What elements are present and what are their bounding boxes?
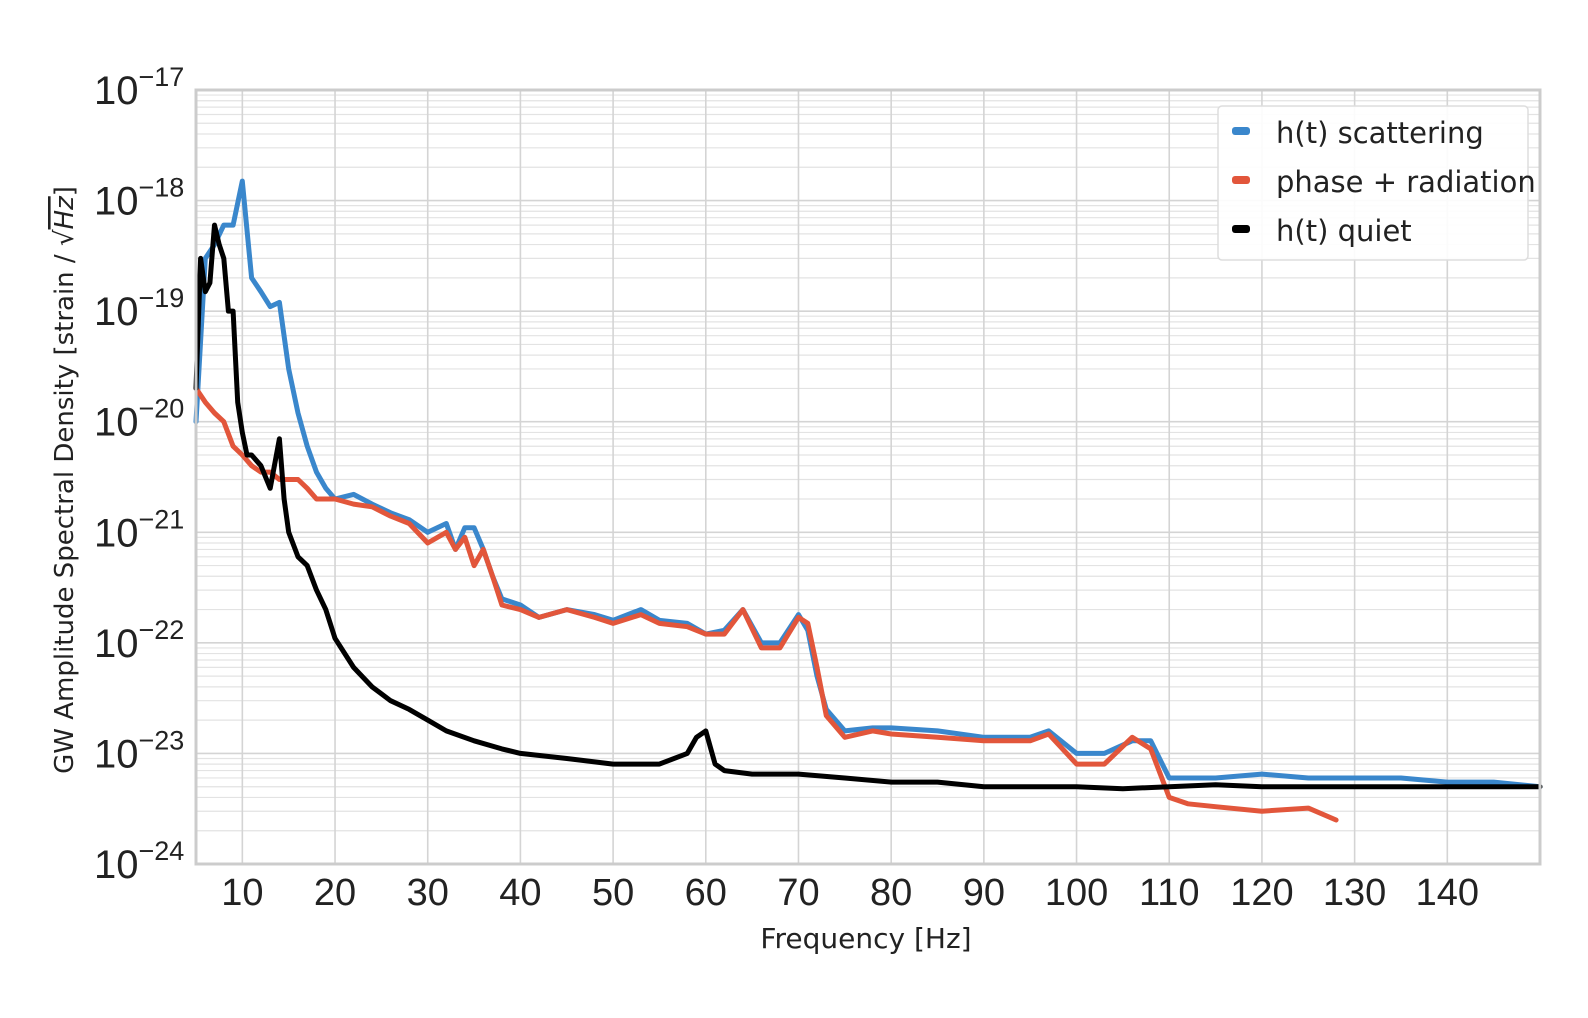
legend-swatch-scattering [1232, 127, 1250, 135]
x-tick-label: 20 [314, 872, 356, 914]
plot-frame [194, 88, 1542, 866]
x-tick-label: 70 [777, 872, 819, 914]
series-layer [193, 178, 1543, 823]
y-tick-label: 10−17 [94, 62, 184, 113]
y-axis-label-sqrt: √ [50, 229, 80, 246]
y-tick-label: 10−20 [94, 394, 184, 445]
legend-swatch-phase-radiation [1232, 176, 1250, 184]
legend-label-scattering: h(t) scattering [1276, 116, 1484, 150]
y-tick-labels: 10−17 10−18 10−19 10−20 10−21 10−22 10−23 10−24 [94, 62, 184, 887]
x-axis-label: Frequency [Hz] [760, 922, 971, 955]
series-line-h-t-quiet [193, 222, 1543, 792]
x-tick-label: 90 [963, 872, 1005, 914]
y-tick-label: 10−19 [94, 283, 184, 334]
y-tick-label: 10−21 [94, 504, 184, 555]
legend-box [1217, 105, 1529, 261]
x-tick-label: 40 [499, 872, 541, 914]
x-tick-label: 60 [685, 872, 727, 914]
y-axis-label-suffix: ] [50, 186, 80, 196]
x-tick-label: 110 [1139, 872, 1200, 914]
x-tick-label: 120 [1230, 872, 1293, 914]
legend-swatch-quiet [1232, 225, 1250, 233]
y-tick-label: 10−24 [94, 836, 184, 887]
x-tick-labels: 10 20 30 40 50 60 70 80 90 100 110 120 130 140 [221, 872, 1479, 914]
legend-label-quiet: h(t) quiet [1276, 214, 1412, 248]
x-tick-label: 100 [1045, 872, 1108, 914]
y-tick-label: 10−22 [94, 615, 184, 666]
x-tick-label: 140 [1416, 872, 1479, 914]
x-tick-label: 30 [407, 872, 449, 914]
y-axis-label-prefix: GW Amplitude Spectral Density [strain / [50, 246, 80, 774]
x-tick-label: 50 [592, 872, 634, 914]
legend-label-phase-radiation: phase + radiation [1276, 165, 1536, 199]
y-axis-label-hz: Hz [50, 195, 80, 230]
legend: h(t) scattering phase + radiation h(t) q… [1217, 105, 1536, 261]
x-tick-label: 80 [870, 872, 912, 914]
x-tick-label: 130 [1323, 872, 1386, 914]
y-axis-label: GW Amplitude Spectral Density [strain / … [50, 186, 80, 774]
series-line-phase-radiation [193, 385, 1339, 823]
y-tick-label: 10−18 [94, 173, 184, 224]
y-tick-label: 10−23 [94, 725, 184, 776]
x-tick-label: 10 [221, 872, 263, 914]
